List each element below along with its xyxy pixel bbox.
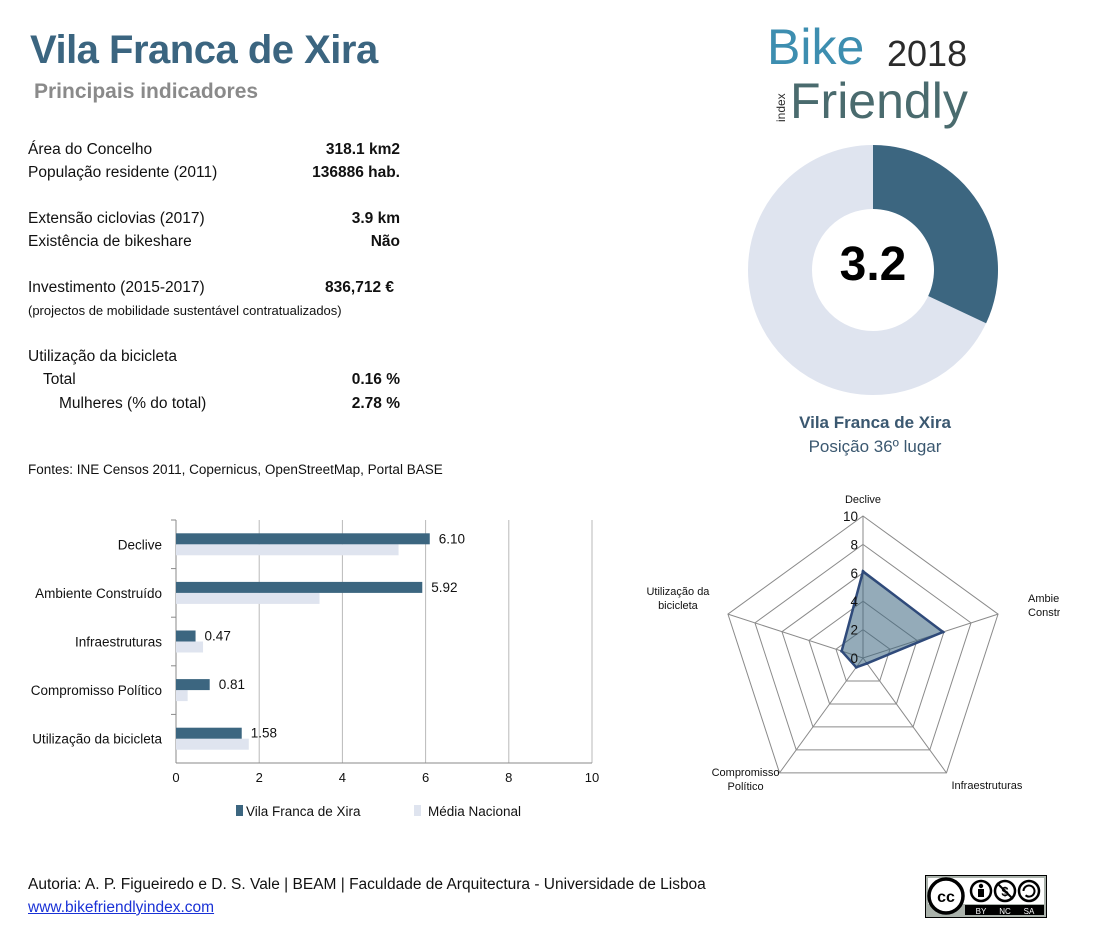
indicator-value: 318.1 km2 xyxy=(325,141,400,158)
indicator-value: 3.9 km xyxy=(351,210,400,227)
x-tick-label: 2 xyxy=(256,770,263,785)
bar-value-label: 5.92 xyxy=(431,580,457,595)
investment-note: (projectos de mobilidade sustentável con… xyxy=(28,303,342,318)
website-link[interactable]: www.bikefriendlyindex.com xyxy=(28,899,215,916)
radar-axis-label: Utilização da bicicleta xyxy=(646,586,710,612)
radar-point xyxy=(840,649,844,653)
indicator-label: Investimento (2015-2017) xyxy=(28,279,205,296)
x-tick-label: 8 xyxy=(505,770,512,785)
radar-point xyxy=(941,630,945,634)
radar-tick-label: 4 xyxy=(850,594,858,609)
sa-text: SA xyxy=(1024,907,1035,916)
legend-label: Média Nacional xyxy=(428,804,521,819)
indicator-value: 836,712 € xyxy=(325,279,394,296)
radar-axis-label: Infraestruturas xyxy=(951,780,1022,792)
nc-text: NC xyxy=(999,907,1011,916)
radar-tick-label: 6 xyxy=(850,566,858,581)
score-value: 3.2 xyxy=(839,238,907,291)
logo-word-friendly: Friendly xyxy=(790,73,968,129)
category-label: Compromisso Político xyxy=(31,683,162,698)
sa-icon xyxy=(1017,879,1041,903)
by-text: BY xyxy=(976,907,987,916)
radar-point xyxy=(854,665,858,669)
bar-value-label: 6.10 xyxy=(439,531,465,546)
radar-tick-label: 10 xyxy=(843,509,858,524)
logo-index-text: index xyxy=(774,93,788,122)
rank-municipality: Vila Franca de Xira xyxy=(799,413,951,432)
indicator-bar-chart: 6.10 5.92 0.47 0.81 1.58 0 2 4 6 8 10 Declive Ambi… xyxy=(31,519,599,819)
score-donut xyxy=(748,145,998,395)
indicator-value: Não xyxy=(370,233,400,250)
bar-national xyxy=(176,592,320,604)
radar-tick-label: 0 xyxy=(850,651,858,666)
bar-national xyxy=(176,641,204,653)
category-label: Declive xyxy=(118,537,162,552)
sources-note: Fontes: INE Censos 2011, Copernicus, Ope… xyxy=(28,462,443,477)
radar-tick-label: 8 xyxy=(850,537,858,552)
bar-municipality xyxy=(176,727,242,739)
x-tick-label: 10 xyxy=(585,770,599,785)
indicator-value: 2.78 % xyxy=(351,395,400,412)
radar-ring xyxy=(754,543,972,751)
indicator-label: Total xyxy=(43,371,76,388)
bar-national xyxy=(176,690,188,702)
logo-year: 2018 xyxy=(887,33,967,74)
page-subtitle: Principais indicadores xyxy=(34,80,259,103)
bar-value-label: 0.81 xyxy=(219,677,245,692)
bar-municipality xyxy=(176,679,210,691)
x-tick-label: 6 xyxy=(422,770,429,785)
radar-axis-label: Declive xyxy=(845,494,881,506)
category-label: Infraestruturas xyxy=(75,635,162,650)
indicator-value: 136886 hab. xyxy=(312,164,400,181)
cc-text: cc xyxy=(937,889,955,906)
x-tick-label: 4 xyxy=(339,770,346,785)
radar-point xyxy=(865,661,869,665)
radar-spoke xyxy=(862,657,947,774)
indicator-value: 0.16 % xyxy=(351,371,400,388)
category-label: Utilização da bicicleta xyxy=(32,732,162,747)
indicator-label: Área do Concelho xyxy=(28,141,153,158)
radar-axis-label: Compromisso Político xyxy=(712,767,780,793)
cc-icon xyxy=(927,877,965,915)
bar-national xyxy=(176,544,399,556)
bar-value-label: 1.58 xyxy=(251,726,277,741)
indicator-label: Extensão ciclovias (2017) xyxy=(28,210,205,227)
bike-friendly-logo: Bike 2018 index Friendly xyxy=(767,19,968,129)
cc-license-badge: cc $ BY NC SA xyxy=(925,875,1047,918)
indicator-label: Utilização da bicicleta xyxy=(28,348,178,365)
radar-point xyxy=(861,569,865,573)
indicator-label: Mulheres (% do total) xyxy=(59,395,207,412)
bar-municipality xyxy=(176,630,196,642)
radar-spoke xyxy=(779,657,864,774)
indicator-label: Existência de bikeshare xyxy=(28,233,192,250)
rank-position: Posição 36º lugar xyxy=(808,437,942,456)
legend-swatch xyxy=(414,805,421,816)
radar-series-area xyxy=(840,569,946,669)
donut-score-arc xyxy=(873,145,998,324)
bar-municipality xyxy=(176,581,423,593)
bar-national xyxy=(176,738,249,750)
x-tick-label: 0 xyxy=(172,770,179,785)
legend-label: Vila Franca de Xira xyxy=(246,804,361,819)
page-title: Vila Franca de Xira xyxy=(30,28,378,72)
bar-municipality xyxy=(176,533,430,545)
logo-word-bike: Bike xyxy=(767,19,864,75)
radar-ring xyxy=(727,515,999,774)
radar-tick-label: 2 xyxy=(850,623,858,638)
category-label: Ambiente Construído xyxy=(35,586,162,601)
footer-authors: Autoria: A. P. Figueiredo e D. S. Vale |… xyxy=(28,876,706,893)
legend-swatch xyxy=(236,805,243,816)
bar-value-label: 0.47 xyxy=(205,629,231,644)
indicator-label: População residente (2011) xyxy=(28,164,218,181)
